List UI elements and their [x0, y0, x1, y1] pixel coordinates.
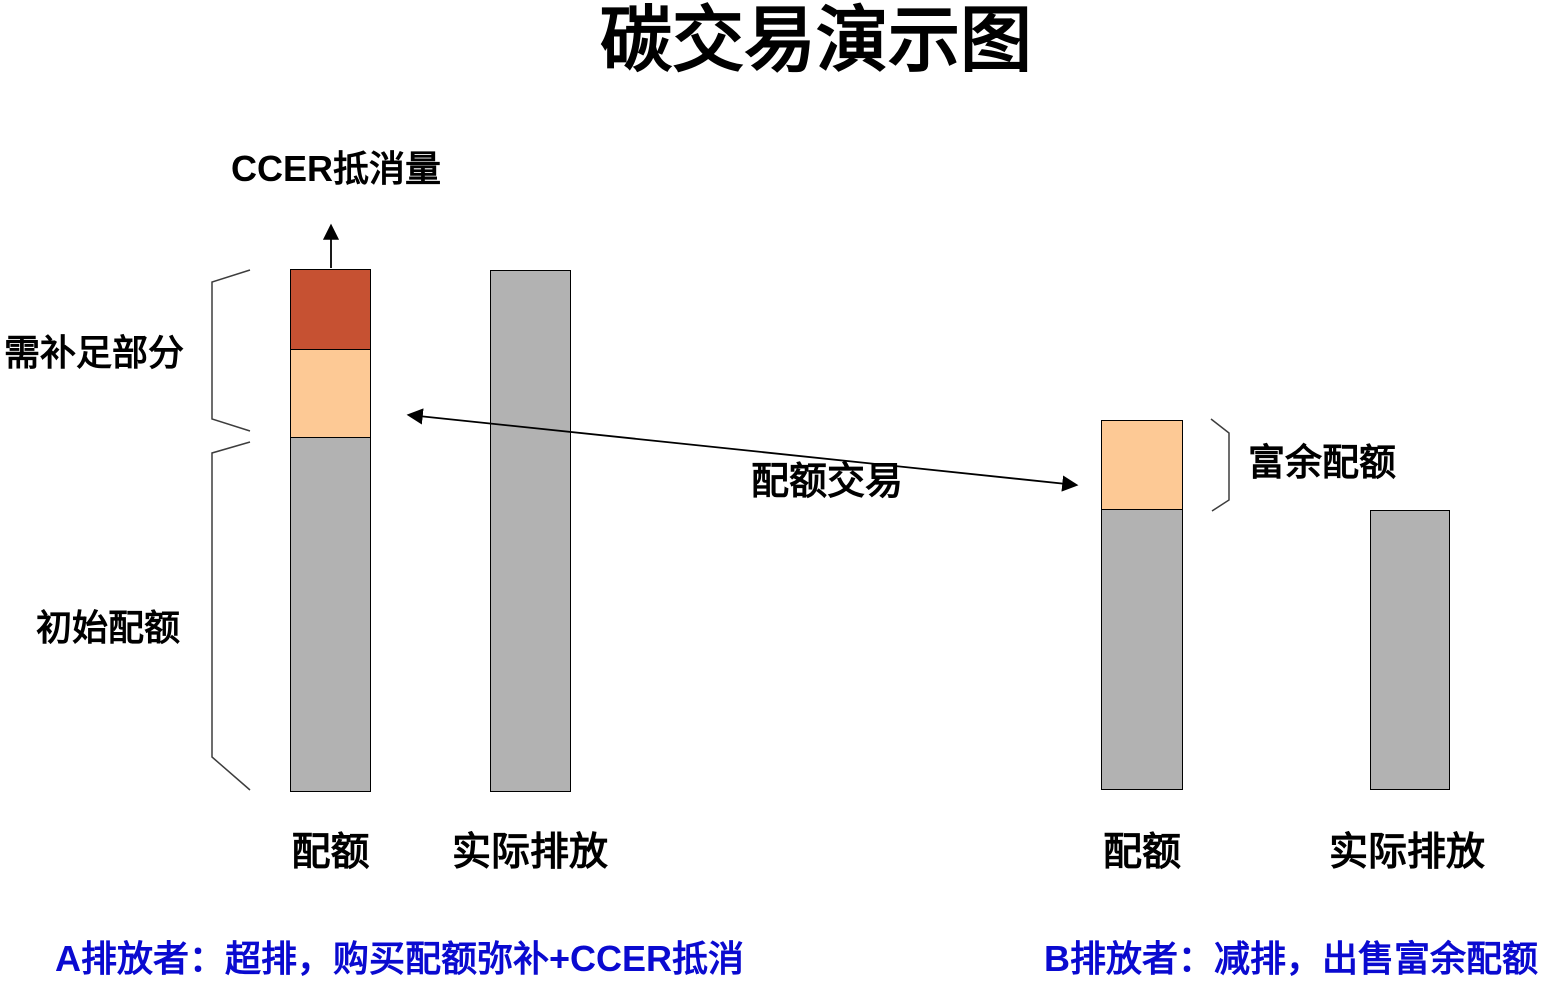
bar-segment-b-used-quota: [1101, 509, 1183, 790]
bar-segment-a-purchased-quota: [290, 349, 371, 439]
bar-segment-a-initial-quota: [290, 437, 371, 792]
shortfall-label: 需补足部分: [4, 332, 185, 373]
emitter-b-caption: B排放者：减排，出售富余配额: [1044, 938, 1538, 979]
surplus-bracket: [1210, 418, 1230, 512]
ccer-offset-label: CCER抵消量: [231, 148, 442, 189]
a-actual-emissions-bar-label: 实际排放: [451, 831, 608, 874]
b-actual-emissions-bar-label: 实际排放: [1328, 831, 1485, 874]
bar-segment-b-surplus-quota: [1101, 420, 1183, 511]
bar-segment-a-ccer-offset: [290, 269, 371, 351]
b-quota-bar-label: 配额: [1102, 831, 1181, 874]
shortfall-brace: [211, 269, 251, 432]
emitter-a-caption: A排放者：超排，购买配额弥补+CCER抵消: [55, 938, 745, 979]
surplus-quota-label: 富余配额: [1248, 442, 1396, 483]
bar-a-actual-emissions: [490, 270, 571, 792]
page-title: 碳交易演示图: [600, 1, 1033, 81]
a-quota-bar-label: 配额: [291, 831, 370, 874]
initial-quota-label: 初始配额: [36, 607, 181, 648]
initial-quota-brace: [211, 441, 251, 791]
bar-b-actual-emissions: [1370, 510, 1450, 790]
quota-trade-label: 配额交易: [751, 461, 904, 503]
